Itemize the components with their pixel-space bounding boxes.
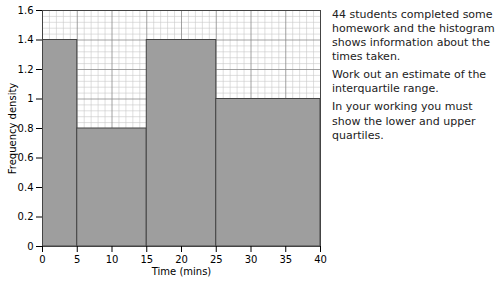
html-text:In your working you must show: In your working you must show the lower … [332,100,476,142]
svg-text:30: 30 [245,254,258,265]
html-text:Work out an estimate of the in: Work out an estimate of the interquartil… [332,68,487,96]
svg-text:0.6: 0.6 [18,152,34,163]
svg-text:0.2: 0.2 [18,211,34,222]
svg-text:25: 25 [210,254,223,265]
html-text:44 students completed some hom: 44 students completed some homework and … [332,8,495,64]
svg-text:1.6: 1.6 [18,5,34,16]
svg-text:10: 10 [106,254,119,265]
svg-text:0: 0 [39,254,45,265]
svg-text:Time (mins): Time (mins) [151,266,212,277]
svg-text:1.4: 1.4 [18,34,34,45]
svg-text:Frequency density: Frequency density [7,83,18,175]
svg-text:0: 0 [27,241,33,252]
svg-text:1: 1 [27,93,33,104]
svg-text:15: 15 [140,254,153,265]
svg-text:40: 40 [314,254,327,265]
svg-text:20: 20 [175,254,188,265]
svg-text:0.4: 0.4 [18,182,34,193]
svg-text:35: 35 [279,254,292,265]
svg-text:1.2: 1.2 [18,64,34,75]
svg-text:5: 5 [74,254,80,265]
svg-text:0.8: 0.8 [18,123,34,134]
